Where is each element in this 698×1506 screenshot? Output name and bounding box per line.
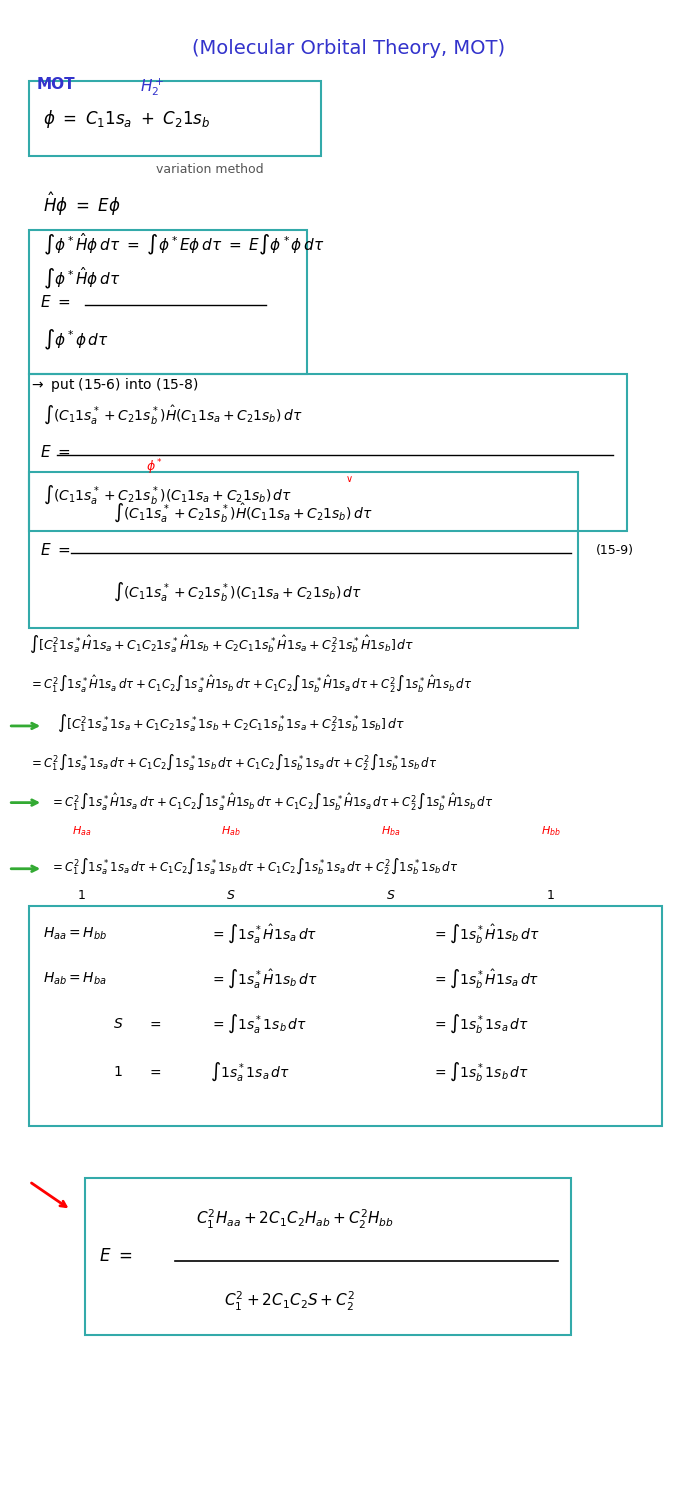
Text: $= \int 1s_b^*1s_a\,d\tau$: $= \int 1s_b^*1s_a\,d\tau$	[433, 1012, 529, 1035]
Text: $\hat{H}\phi\ =\ E\phi$: $\hat{H}\phi\ =\ E\phi$	[43, 191, 121, 218]
Text: $C_1^2H_{aa}+2C_1C_2H_{ab}+C_2^2H_{bb}$: $C_1^2H_{aa}+2C_1C_2H_{ab}+C_2^2H_{bb}$	[196, 1208, 394, 1230]
Text: $1$: $1$	[77, 890, 86, 902]
Text: $= \int 1s_a^*\hat{H}1s_a\,d\tau$: $= \int 1s_a^*\hat{H}1s_a\,d\tau$	[210, 922, 318, 944]
Text: $= C_1^2\int 1s_a^*\hat{H}1s_a\,d\tau + C_1C_2\int 1s_a^*\hat{H}1s_b\,d\tau + C_: $= C_1^2\int 1s_a^*\hat{H}1s_a\,d\tau + …	[50, 791, 493, 812]
Bar	[29, 230, 307, 373]
Text: (Molecular Orbital Theory, MOT): (Molecular Orbital Theory, MOT)	[193, 39, 505, 57]
Bar	[85, 1178, 572, 1334]
Text: $\int[C_1^2 1s_a^*\hat{H}1s_a + C_1C_2 1s_a^*\hat{H}1s_b + C_2C_1 1s_b^*\hat{H}1: $\int[C_1^2 1s_a^*\hat{H}1s_a + C_1C_2 1…	[29, 634, 415, 655]
Text: $E\ =$: $E\ =$	[98, 1248, 132, 1265]
Text: $= C_1^2\int 1s_a^*\hat{H}1s_a\,d\tau + C_1C_2\int 1s_a^*\hat{H}1s_b\,d\tau + C_: $= C_1^2\int 1s_a^*\hat{H}1s_a\,d\tau + …	[29, 673, 473, 694]
Text: $=$: $=$	[147, 1065, 162, 1078]
Text: $\rightarrow$ put (15-6) into (15-8): $\rightarrow$ put (15-6) into (15-8)	[29, 375, 199, 393]
Text: (15-9): (15-9)	[596, 544, 634, 557]
Text: $S$: $S$	[112, 1017, 123, 1030]
Text: $H_{aa}=H_{bb}$: $H_{aa}=H_{bb}$	[43, 925, 107, 941]
Text: $H_{ab}$: $H_{ab}$	[221, 824, 241, 837]
Text: MOT: MOT	[36, 77, 75, 92]
Text: $\int[C_1^2 1s_a^*1s_a + C_1C_2 1s_a^*1s_b + C_2C_1 1s_b^*1s_a + C_2^2 1s_b^*1s_: $\int[C_1^2 1s_a^*1s_a + C_1C_2 1s_a^*1s…	[57, 712, 405, 733]
Text: $S$: $S$	[386, 890, 396, 902]
Text: $\int\phi^*\hat{H}\phi\,d\tau\ =\ \int\phi^*E\phi\,d\tau\ =\ E\int\phi^*\phi\,d\: $\int\phi^*\hat{H}\phi\,d\tau\ =\ \int\p…	[43, 232, 325, 258]
Text: variation method: variation method	[156, 163, 264, 176]
Text: $H_{ba}$: $H_{ba}$	[381, 824, 401, 837]
Text: $= \int 1s_b^*1s_b\,d\tau$: $= \int 1s_b^*1s_b\,d\tau$	[433, 1060, 530, 1083]
Text: $= \int 1s_a^*1s_b\,d\tau$: $= \int 1s_a^*1s_b\,d\tau$	[210, 1012, 307, 1035]
Text: $\int(C_1 1s_a^*+C_2 1s_b^*)\hat{H}(C_1 1s_a+C_2 1s_b)\,d\tau$: $\int(C_1 1s_a^*+C_2 1s_b^*)\hat{H}(C_1 …	[112, 501, 372, 524]
Bar	[29, 471, 579, 628]
Text: $\int(C_1 1s_a^*+C_2 1s_b^*)(C_1 1s_a+C_2 1s_b)\,d\tau$: $\int(C_1 1s_a^*+C_2 1s_b^*)(C_1 1s_a+C_…	[112, 581, 362, 604]
Text: $= \int 1s_a^*\hat{H}1s_b\,d\tau$: $= \int 1s_a^*\hat{H}1s_b\,d\tau$	[210, 967, 318, 989]
Bar	[29, 81, 321, 157]
Text: $\int\phi^*\phi\,d\tau$: $\int\phi^*\phi\,d\tau$	[43, 328, 109, 352]
Text: $S$: $S$	[226, 890, 236, 902]
Text: $\int\phi^*\hat{H}\phi\,d\tau$: $\int\phi^*\hat{H}\phi\,d\tau$	[43, 267, 121, 292]
Text: $H_{ab}=H_{ba}$: $H_{ab}=H_{ba}$	[43, 970, 107, 986]
Text: $1$: $1$	[547, 890, 555, 902]
Text: $E\ =$: $E\ =$	[40, 444, 70, 461]
Text: $E\ =$: $E\ =$	[40, 542, 70, 559]
Text: $1$: $1$	[112, 1065, 122, 1078]
Text: $= C_1^2\int 1s_a^*1s_a\,d\tau + C_1C_2\int 1s_a^*1s_b\,d\tau + C_1C_2\int 1s_b^: $= C_1^2\int 1s_a^*1s_a\,d\tau + C_1C_2\…	[29, 751, 438, 773]
Text: $H_{aa}$: $H_{aa}$	[72, 824, 91, 837]
Text: $H_2^+$: $H_2^+$	[140, 77, 165, 98]
Bar	[29, 907, 662, 1126]
Text: $= \int 1s_b^*\hat{H}1s_a\,d\tau$: $= \int 1s_b^*\hat{H}1s_a\,d\tau$	[433, 967, 540, 989]
Text: $\phi\ =\ C_1 1s_a\ +\ C_2 1s_b$: $\phi\ =\ C_1 1s_a\ +\ C_2 1s_b$	[43, 107, 210, 130]
Text: $= C_1^2\int 1s_a^*1s_a\,d\tau + C_1C_2\int 1s_a^*1s_b\,d\tau + C_1C_2\int 1s_b^: $= C_1^2\int 1s_a^*1s_a\,d\tau + C_1C_2\…	[50, 855, 459, 876]
Bar	[29, 373, 627, 530]
Text: $\int(C_1 1s_a^*+C_2 1s_b^*)(C_1 1s_a+C_2 1s_b)\,d\tau$: $\int(C_1 1s_a^*+C_2 1s_b^*)(C_1 1s_a+C_…	[43, 483, 292, 506]
Text: $C_1^2+2C_1C_2S+C_2^2$: $C_1^2+2C_1C_2S+C_2^2$	[224, 1291, 355, 1313]
Text: $E\ =$: $E\ =$	[40, 294, 70, 310]
Text: $\vee$: $\vee$	[345, 474, 353, 485]
Text: $=$: $=$	[147, 1017, 162, 1030]
Text: $\int 1s_a^*1s_a\,d\tau$: $\int 1s_a^*1s_a\,d\tau$	[210, 1060, 290, 1083]
Text: $= \int 1s_b^*\hat{H}1s_b\,d\tau$: $= \int 1s_b^*\hat{H}1s_b\,d\tau$	[433, 922, 540, 944]
Text: $\phi^*$: $\phi^*$	[146, 458, 163, 477]
Text: $H_{bb}$: $H_{bb}$	[541, 824, 560, 837]
Text: $\int(C_1 1s_a^*+C_2 1s_b^*)\hat{H}(C_1 1s_a+C_2 1s_b)\,d\tau$: $\int(C_1 1s_a^*+C_2 1s_b^*)\hat{H}(C_1 …	[43, 404, 302, 426]
